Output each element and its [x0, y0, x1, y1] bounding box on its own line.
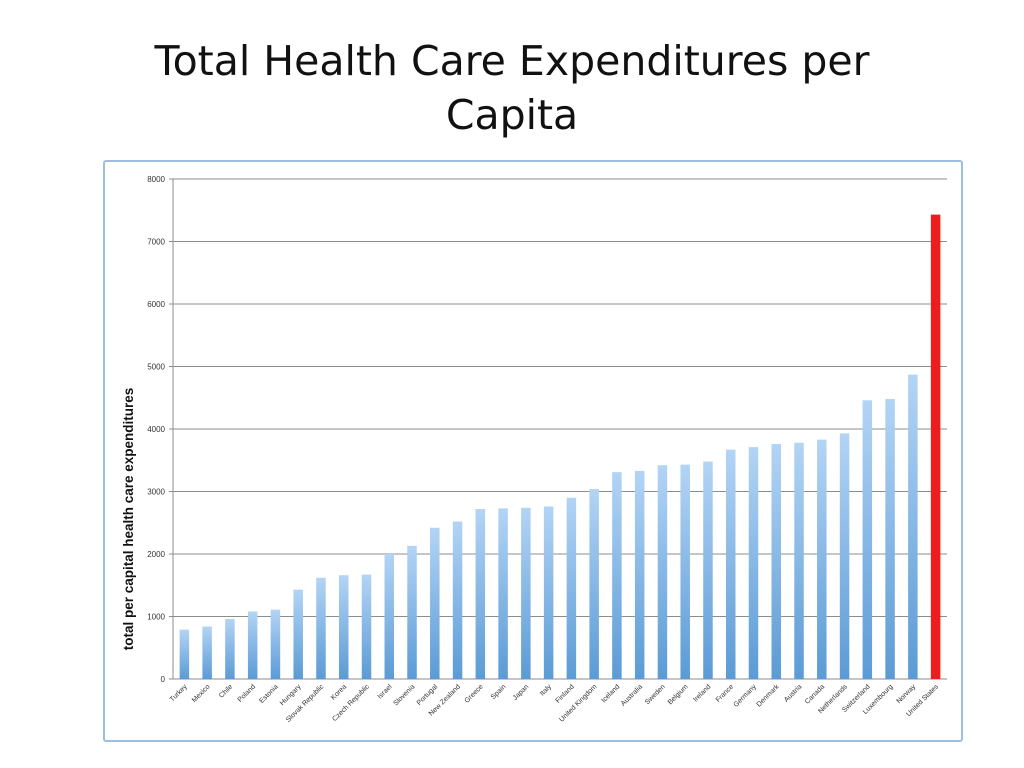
bar: [862, 400, 873, 679]
x-category-label: Italy: [539, 683, 553, 697]
slide-title: Total Health Care Expenditures per Capit…: [60, 34, 964, 142]
bar: [817, 439, 827, 679]
bar: [202, 626, 212, 679]
x-category-label: Sweden: [644, 683, 667, 706]
bar: [452, 521, 463, 679]
bar: [748, 447, 759, 679]
bar: [270, 609, 281, 679]
slide-title-line-1: Total Health Care Expenditures per: [154, 37, 870, 85]
x-category-label: Spain: [490, 683, 508, 701]
y-tick-label: 7000: [147, 238, 165, 247]
x-category-label: Denmark: [756, 683, 781, 708]
bar: [908, 374, 918, 679]
bar: [407, 545, 417, 679]
y-tick-label: 8000: [147, 175, 165, 184]
bar: [839, 433, 850, 679]
x-category-label: Australia: [620, 683, 644, 707]
x-category-label: Mexico: [191, 683, 212, 704]
y-tick-label: 5000: [147, 363, 165, 372]
y-tick-label: 6000: [147, 300, 165, 309]
bar: [634, 470, 645, 679]
bar: [543, 506, 554, 679]
x-category-label: Korea: [330, 683, 348, 701]
bar: [430, 527, 440, 679]
bar: [293, 589, 303, 679]
x-category-label: Austria: [783, 683, 803, 703]
bar: [498, 508, 508, 679]
bar: [384, 554, 395, 679]
bar: [612, 472, 622, 679]
bar: [179, 629, 190, 679]
x-category-label: Canada: [804, 683, 826, 705]
x-category-label: Belgium: [667, 683, 690, 706]
bar-chart: 0 1000 2000 3000 4000 5000 6000 7000 8000 total p…: [121, 175, 947, 724]
y-axis-title: total per capital health care expenditur…: [121, 388, 136, 651]
y-tick-label: 2000: [147, 550, 165, 559]
bar: [794, 442, 804, 679]
bar: [930, 214, 941, 679]
bar: [316, 577, 326, 679]
bar: [771, 444, 782, 679]
slide-title-line-2: Capita: [445, 91, 579, 139]
bar: [338, 575, 349, 679]
bar: [657, 465, 668, 679]
chart-frame: 0 1000 2000 3000 4000 5000 6000 7000 8000 total p…: [103, 160, 963, 742]
x-category-label: Finland: [555, 683, 576, 704]
bar: [566, 497, 577, 679]
bar: [589, 489, 599, 679]
y-tick-label: 0: [161, 675, 166, 684]
bar: [885, 399, 895, 679]
y-tick-label: 1000: [147, 613, 165, 622]
bar: [703, 461, 713, 679]
bar: [225, 619, 235, 679]
x-category-label: Iceland: [600, 683, 621, 704]
bar: [475, 509, 486, 679]
bar: [247, 611, 258, 679]
x-category-label: Germany: [733, 683, 759, 709]
x-category-label: Ireland: [692, 683, 712, 703]
x-category-label: Poland: [237, 683, 257, 703]
x-category-label: Japan: [512, 683, 531, 702]
x-category-label: Chile: [218, 683, 234, 699]
x-category-label: Norway: [896, 683, 918, 705]
x-category-label: Slovenia: [393, 683, 417, 707]
y-tick-label: 3000: [147, 488, 165, 497]
x-category-label: Turkey: [169, 683, 189, 703]
bar: [521, 507, 531, 679]
x-category-label: Israel: [377, 683, 394, 700]
x-category-label: France: [715, 683, 735, 703]
x-category-label: Greece: [464, 683, 485, 704]
y-tick-label: 4000: [147, 425, 165, 434]
bar: [361, 574, 372, 679]
x-category-label: Estonia: [258, 683, 280, 705]
bar: [725, 449, 736, 679]
bar: [680, 464, 690, 679]
